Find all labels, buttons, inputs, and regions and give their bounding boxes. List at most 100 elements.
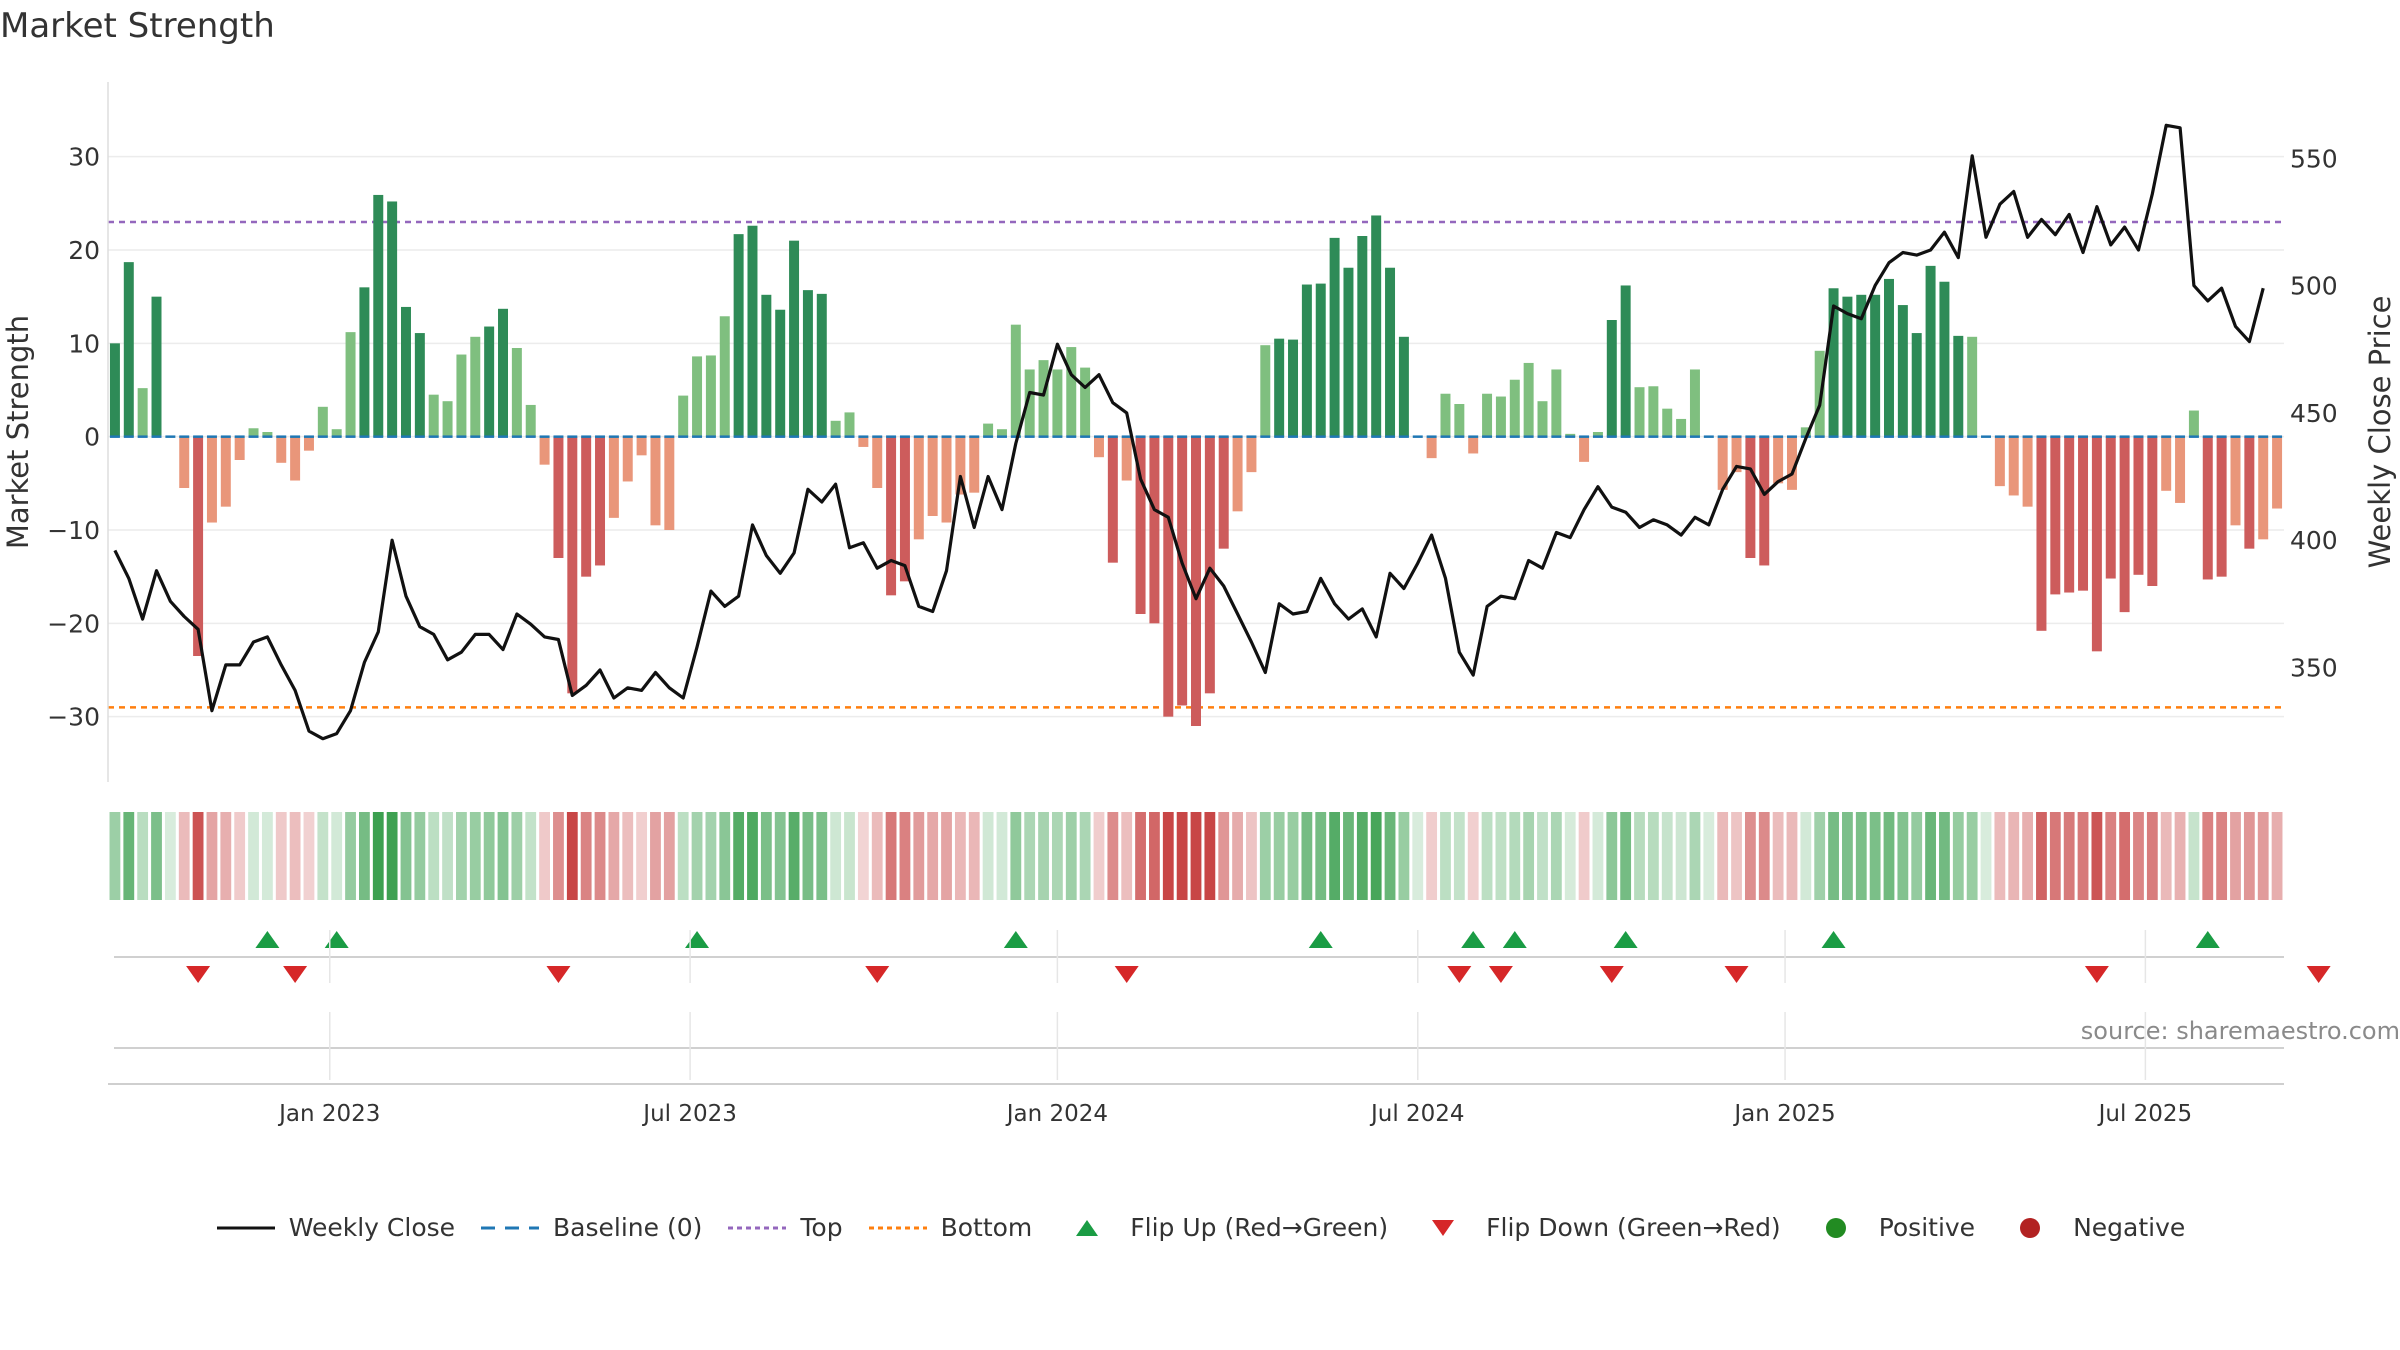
triangle-down-icon bbox=[1432, 1219, 1455, 1236]
x-tick-label: Jul 2024 bbox=[1369, 1101, 1465, 1127]
strength-bar bbox=[317, 406, 328, 437]
heat-cell bbox=[2174, 812, 2186, 900]
y-tick-label: −10 bbox=[47, 516, 100, 545]
flip-down-marker bbox=[2306, 966, 2331, 983]
strength-bar bbox=[1509, 379, 1520, 437]
strength-bar bbox=[276, 436, 287, 463]
heat-cell bbox=[1232, 812, 1243, 900]
strength-bar bbox=[2105, 436, 2116, 579]
strength-bar bbox=[719, 316, 730, 437]
heat-cell bbox=[594, 812, 606, 900]
heat-cell bbox=[497, 812, 509, 900]
strength-bar bbox=[927, 436, 938, 516]
y-tick-label: 10 bbox=[68, 329, 100, 358]
heat-cell bbox=[1703, 812, 1715, 900]
heat-cell bbox=[1980, 812, 1992, 900]
strength-bar bbox=[2272, 436, 2283, 509]
heat-cell bbox=[1149, 812, 1160, 900]
heat-cell bbox=[733, 812, 745, 900]
heat-cell bbox=[1426, 812, 1438, 900]
heat-cell bbox=[511, 812, 523, 900]
strength-bar bbox=[2064, 436, 2075, 593]
heat-cell bbox=[2146, 812, 2158, 900]
strength-bar bbox=[567, 436, 578, 694]
y-tick-label: −20 bbox=[47, 609, 100, 638]
strength-bars bbox=[109, 194, 2283, 726]
heat-cell bbox=[1869, 812, 1881, 900]
heat-cell bbox=[1259, 812, 1271, 900]
heat-cell bbox=[2036, 812, 2047, 900]
strength-bar bbox=[1218, 436, 1229, 549]
strength-bar bbox=[747, 225, 758, 437]
strength-bar bbox=[511, 348, 522, 437]
heat-cell bbox=[1065, 812, 1077, 900]
strength-bar bbox=[2036, 436, 2047, 631]
heat-cell bbox=[2133, 812, 2144, 900]
legend: Weekly Close Baseline (0) Top Bottom Flip Up… bbox=[0, 1213, 2400, 1242]
heat-cell bbox=[1370, 812, 1382, 900]
strength-bar bbox=[2175, 436, 2186, 503]
heat-cell bbox=[663, 812, 675, 900]
heat-cell bbox=[760, 812, 772, 900]
heat-cell bbox=[1176, 812, 1188, 900]
strength-bar bbox=[290, 436, 301, 481]
strength-bar bbox=[1398, 336, 1409, 437]
strength-bar bbox=[1024, 369, 1035, 437]
legend-item: Weekly Close bbox=[215, 1213, 455, 1242]
flip-down-marker bbox=[2084, 966, 2109, 983]
weekly-close-line bbox=[113, 123, 2265, 741]
heat-cell bbox=[553, 812, 564, 900]
line-dash-icon bbox=[481, 1226, 540, 1229]
heat-cell bbox=[1758, 812, 1770, 900]
x-tick-label: Jul 2023 bbox=[641, 1101, 737, 1127]
heat-cell bbox=[927, 812, 939, 900]
heat-cell bbox=[220, 812, 232, 900]
heat-cell bbox=[539, 812, 550, 900]
strength-bar bbox=[858, 436, 869, 447]
strength-bar bbox=[1662, 408, 1673, 437]
x-tick-label: Jan 2025 bbox=[1732, 1101, 1835, 1127]
flip-down-marker bbox=[186, 966, 211, 983]
x-axis: Jan 2023 Jul 2023 Jan 2024 Jul 2024 Jan 2025… bbox=[108, 930, 2284, 1127]
strength-bar bbox=[470, 336, 481, 437]
heat-cell bbox=[788, 812, 800, 900]
strength-bar bbox=[872, 436, 883, 488]
strength-bar bbox=[359, 287, 370, 437]
strength-bar bbox=[775, 309, 786, 437]
heat-cell bbox=[303, 812, 315, 900]
strength-bar bbox=[2119, 436, 2130, 613]
y-tick-label: −30 bbox=[47, 703, 100, 732]
strength-bar bbox=[705, 355, 716, 437]
heat-cell bbox=[400, 812, 412, 900]
strength-bar bbox=[1842, 296, 1853, 437]
heat-cell bbox=[1287, 812, 1299, 900]
flip-up-marker bbox=[324, 931, 349, 948]
heat-cell bbox=[151, 812, 162, 900]
heat-cell bbox=[1731, 812, 1742, 900]
strength-bar bbox=[1301, 284, 1312, 437]
strength-bar bbox=[664, 436, 675, 530]
flip-up-marker bbox=[2195, 931, 2220, 948]
strength-bar bbox=[941, 436, 952, 523]
strength-bar bbox=[830, 420, 841, 437]
heat-cell bbox=[1925, 812, 1936, 900]
heat-cell bbox=[1717, 812, 1729, 900]
heat-cell bbox=[1121, 812, 1133, 900]
strength-bar bbox=[2133, 436, 2144, 575]
heat-cell bbox=[1911, 812, 1923, 900]
strength-bar bbox=[1759, 436, 1770, 566]
legend-label: Weekly Close bbox=[288, 1213, 456, 1242]
strength-bar bbox=[622, 436, 633, 482]
flip-down-marker bbox=[1488, 966, 1513, 983]
strength-bar bbox=[442, 401, 453, 437]
heat-cell bbox=[1440, 812, 1451, 900]
heat-cell bbox=[331, 812, 343, 900]
strength-bar bbox=[1468, 436, 1479, 454]
strength-bar bbox=[1800, 427, 1811, 437]
heat-cell bbox=[650, 812, 661, 900]
strength-bar bbox=[886, 436, 897, 596]
heat-cell bbox=[1051, 812, 1063, 900]
heat-cell bbox=[2243, 812, 2255, 900]
heat-cell bbox=[1842, 812, 1853, 900]
heat-cell bbox=[206, 812, 218, 900]
